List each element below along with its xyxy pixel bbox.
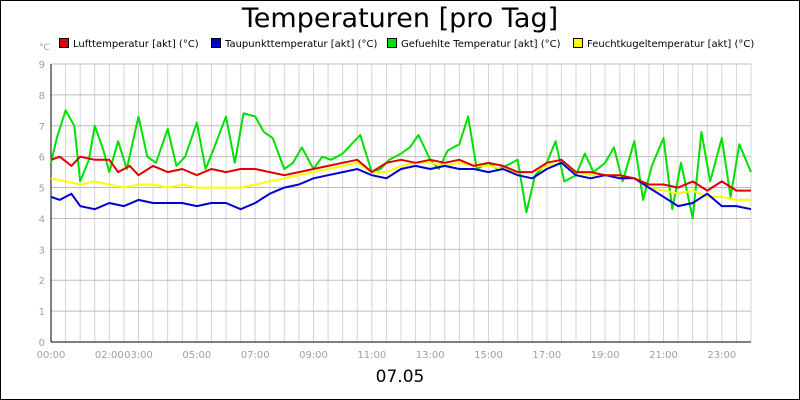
legend-label: Lufttemperatur [akt] (°C) — [73, 39, 199, 50]
y-tick-label: 8 — [39, 91, 45, 102]
x-tick-label: 03:00 — [124, 350, 153, 361]
legend-label: Gefuehlte Temperatur [akt] (°C) — [401, 39, 561, 50]
y-tick-label: 6 — [39, 153, 45, 164]
x-tick-label: 07:00 — [241, 350, 270, 361]
legend-item-taupunkttemperatur: Taupunkttemperatur [akt] (°C) — [211, 37, 377, 53]
series-line-0 — [50, 155, 751, 192]
y-tick-label: 1 — [39, 307, 45, 318]
legend-item-feuchtkugeltemperatur: Feuchtkugeltemperatur [akt] (°C) — [573, 37, 754, 53]
y-tick-label: 0 — [39, 338, 45, 349]
x-tick-label: 19:00 — [591, 350, 620, 361]
y-tick-label: 2 — [39, 276, 45, 287]
legend-swatch-green — [387, 38, 397, 48]
legend-swatch-red — [59, 38, 69, 48]
x-tick-label: 09:00 — [299, 350, 328, 361]
y-tick-label: 3 — [39, 245, 45, 256]
series-line-2 — [50, 109, 752, 220]
legend-item-gefuehlte-temperatur: Gefuehlte Temperatur [akt] (°C) — [387, 37, 560, 53]
y-axis-unit: °C — [39, 43, 50, 53]
x-tick-label: 02:00 — [95, 350, 124, 361]
legend-swatch-yellow — [573, 38, 583, 48]
legend-label: Feuchtkugeltemperatur [akt] (°C) — [587, 39, 755, 50]
y-tick-label: 9 — [39, 60, 45, 71]
legend-label: Taupunkttemperatur [akt] (°C) — [225, 39, 378, 50]
y-tick-label: 5 — [39, 184, 45, 195]
x-tick-label: 23:00 — [707, 350, 736, 361]
legend-swatch-blue — [211, 38, 221, 48]
x-tick-label: 11:00 — [357, 350, 386, 361]
x-tick-label: 15:00 — [474, 350, 503, 361]
x-tick-label: 13:00 — [416, 350, 445, 361]
y-tick-label: 7 — [39, 122, 45, 133]
x-tick-label: 17:00 — [532, 350, 561, 361]
x-tick-label: 00:00 — [37, 350, 66, 361]
y-tick-label: 4 — [39, 214, 45, 225]
date-label: 07.05 — [375, 367, 425, 387]
chart-title: Temperaturen [pro Tag] — [241, 3, 559, 34]
legend-item-lufttemperatur: Lufttemperatur [akt] (°C) — [59, 37, 199, 53]
x-tick-label: 21:00 — [649, 350, 678, 361]
x-tick-label: 05:00 — [182, 350, 211, 361]
